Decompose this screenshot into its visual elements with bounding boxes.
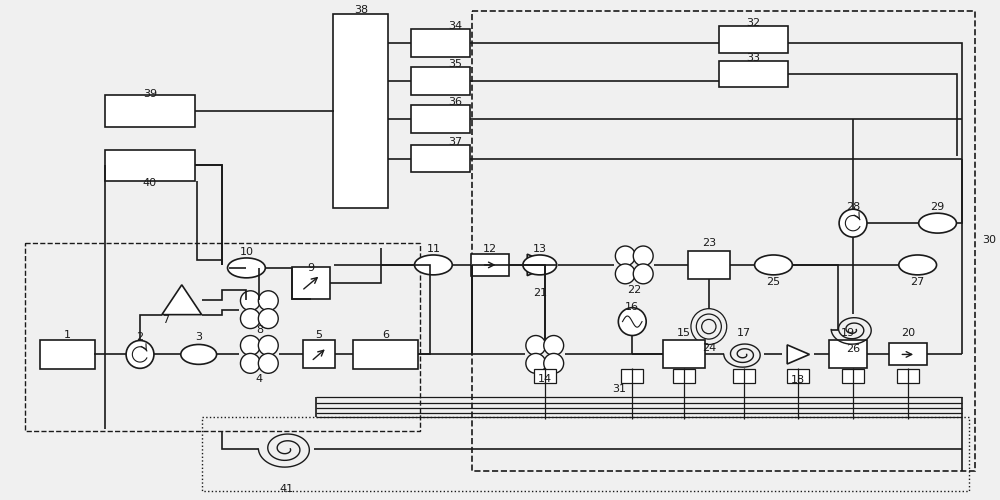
Text: 21: 21 [533, 288, 547, 298]
Ellipse shape [181, 344, 217, 364]
Text: 38: 38 [354, 6, 368, 16]
Bar [889, 344, 927, 365]
Bar [303, 340, 335, 368]
Polygon shape [787, 345, 809, 364]
Bar [719, 26, 788, 52]
Bar [621, 370, 643, 384]
Bar [471, 254, 509, 276]
Circle shape [258, 308, 278, 328]
Circle shape [240, 291, 260, 310]
Text: 24: 24 [702, 344, 716, 353]
Bar [663, 340, 705, 368]
Bar [673, 370, 695, 384]
Circle shape [258, 336, 278, 355]
Bar [333, 14, 388, 207]
Ellipse shape [919, 213, 956, 233]
Text: 33: 33 [747, 53, 761, 63]
Polygon shape [162, 285, 202, 314]
Text: 8: 8 [256, 324, 263, 334]
Ellipse shape [755, 255, 792, 275]
Bar [719, 60, 788, 88]
Text: 5: 5 [316, 330, 323, 340]
Polygon shape [527, 254, 552, 276]
Text: 28: 28 [846, 202, 860, 212]
Text: 35: 35 [448, 59, 462, 69]
Bar [472, 12, 975, 471]
Text: 32: 32 [747, 18, 761, 28]
Bar [733, 370, 755, 384]
Circle shape [544, 336, 564, 355]
Bar [897, 370, 919, 384]
Bar [25, 243, 420, 431]
Circle shape [615, 246, 635, 266]
Ellipse shape [899, 255, 937, 275]
Bar [411, 67, 470, 95]
Bar [829, 340, 867, 368]
Text: 41: 41 [279, 484, 293, 494]
Bar [842, 370, 864, 384]
Circle shape [258, 354, 278, 374]
Text: 2: 2 [136, 332, 144, 342]
Circle shape [240, 336, 260, 355]
Bar [353, 340, 418, 370]
Text: 22: 22 [627, 285, 641, 295]
Text: 29: 29 [930, 202, 945, 212]
Bar [411, 29, 470, 57]
Text: 14: 14 [538, 374, 552, 384]
Text: 31: 31 [612, 384, 626, 394]
Text: 15: 15 [677, 328, 691, 338]
Text: 18: 18 [791, 376, 805, 386]
Text: 26: 26 [846, 344, 860, 354]
Text: 17: 17 [737, 328, 751, 338]
Text: 27: 27 [911, 277, 925, 287]
Text: 10: 10 [239, 247, 253, 257]
Text: 25: 25 [766, 277, 781, 287]
Text: 20: 20 [901, 328, 915, 338]
Bar [411, 105, 470, 132]
Text: 36: 36 [448, 97, 462, 107]
Text: 11: 11 [426, 244, 440, 254]
Text: 12: 12 [483, 244, 497, 254]
Circle shape [526, 336, 546, 355]
Bar [40, 340, 95, 370]
Bar [105, 95, 195, 126]
Text: 39: 39 [143, 89, 157, 99]
Circle shape [240, 308, 260, 328]
Text: 37: 37 [448, 136, 462, 146]
Bar [534, 370, 556, 384]
Text: 6: 6 [382, 330, 389, 340]
Bar [105, 150, 195, 182]
Circle shape [126, 340, 154, 368]
Text: 4: 4 [256, 374, 263, 384]
Circle shape [240, 354, 260, 374]
Bar [202, 417, 969, 490]
Ellipse shape [414, 255, 452, 275]
Text: 30: 30 [982, 235, 996, 245]
Bar [688, 251, 730, 279]
Text: 1: 1 [64, 330, 71, 340]
Text: 9: 9 [307, 263, 315, 273]
Circle shape [526, 354, 546, 374]
Text: 3: 3 [195, 332, 202, 342]
Circle shape [544, 354, 564, 374]
Text: 40: 40 [143, 178, 157, 188]
Circle shape [839, 209, 867, 237]
Text: 16: 16 [625, 302, 639, 312]
Circle shape [633, 264, 653, 284]
Bar [411, 144, 470, 172]
Bar [787, 370, 809, 384]
Circle shape [633, 246, 653, 266]
Text: 19: 19 [841, 328, 855, 338]
Ellipse shape [523, 255, 557, 275]
Bar [292, 267, 330, 298]
Text: 13: 13 [533, 244, 547, 254]
Text: 23: 23 [702, 238, 716, 248]
Circle shape [258, 291, 278, 310]
Ellipse shape [228, 258, 265, 278]
Text: 34: 34 [448, 21, 462, 31]
Circle shape [618, 308, 646, 336]
Text: 7: 7 [162, 314, 169, 324]
Circle shape [615, 264, 635, 284]
